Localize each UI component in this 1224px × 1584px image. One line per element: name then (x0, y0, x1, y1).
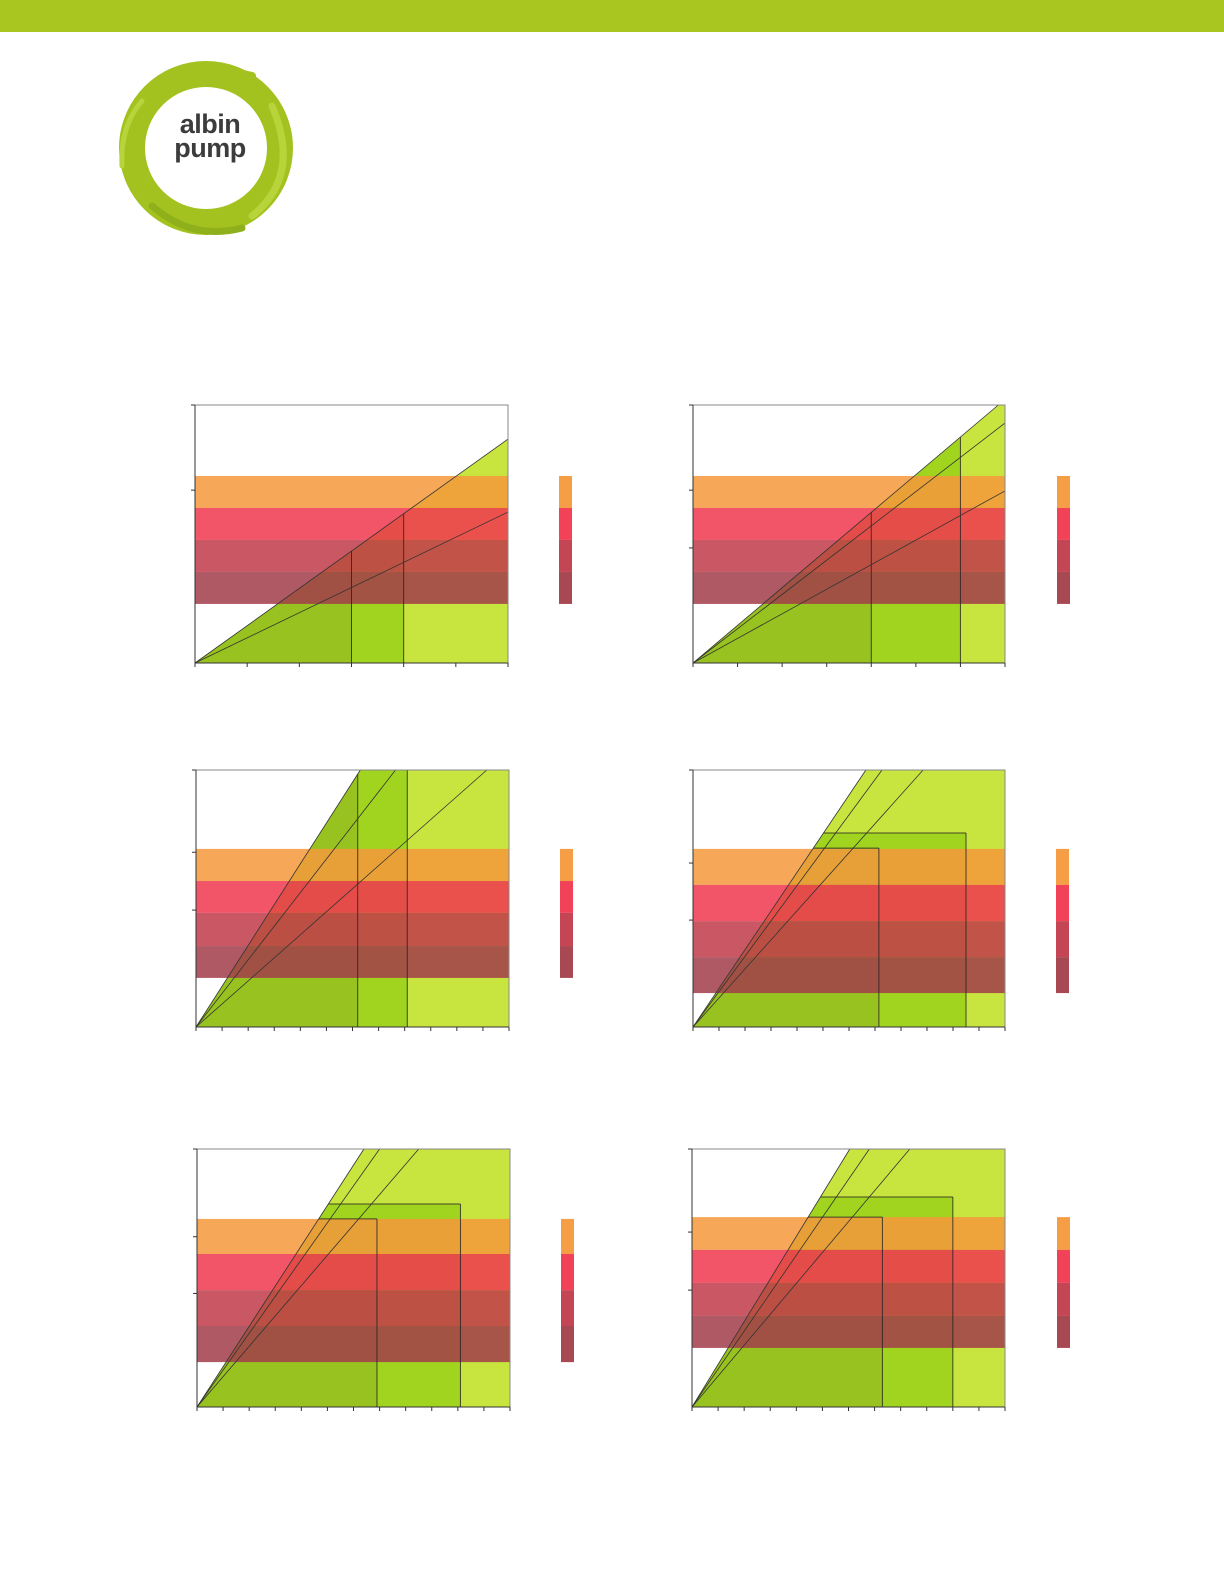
series-line-1 (195, 769, 361, 1028)
chart-5 (193, 1148, 574, 1411)
legend-swatch-2 (1056, 884, 1069, 922)
series-line-2 (692, 422, 1006, 664)
series-line-3 (195, 769, 488, 1028)
series-line-1 (692, 769, 867, 1028)
legend-swatch-2 (559, 507, 572, 540)
legend-swatch-4 (561, 1325, 574, 1363)
band-4 (197, 1325, 510, 1363)
legend-swatch-1 (559, 475, 572, 508)
legend-swatch-2 (560, 881, 573, 913)
legend-swatch-4 (1057, 1315, 1070, 1348)
legend-swatch-1 (561, 1218, 574, 1255)
series-line-2 (196, 1148, 380, 1408)
series-line-1 (692, 404, 999, 664)
legend-swatch-3 (561, 1290, 574, 1326)
legend-swatch-3 (560, 912, 573, 947)
band-2 (195, 507, 508, 540)
band-1 (196, 848, 509, 882)
band-3 (692, 1282, 1005, 1316)
band-4 (196, 946, 509, 978)
chart-3 (192, 769, 573, 1031)
legend-swatch-1 (1057, 475, 1070, 508)
band-3 (197, 1290, 510, 1326)
legend-swatch-4 (1057, 571, 1070, 604)
series-line-1 (196, 1148, 365, 1408)
series-line-3 (692, 490, 1006, 664)
chart-6 (688, 1148, 1070, 1411)
series-line-3 (692, 769, 924, 1028)
series-line-3 (196, 1148, 420, 1408)
chart-4 (689, 769, 1069, 1031)
series-line-2 (194, 511, 509, 664)
legend-swatch-4 (559, 571, 572, 604)
band-3 (196, 912, 509, 947)
legend-swatch-3 (1057, 539, 1070, 572)
header-bar (0, 0, 1224, 32)
legend-swatch-1 (560, 848, 573, 882)
legend-swatch-4 (1056, 957, 1069, 994)
legend-swatch-2 (1057, 1249, 1070, 1283)
series-line-3 (691, 1148, 911, 1408)
band-2 (693, 884, 1005, 922)
band-1 (197, 1218, 510, 1255)
legend-swatch-2 (561, 1254, 574, 1291)
band-1 (693, 475, 1005, 508)
band-2 (693, 507, 1005, 540)
band-2 (197, 1254, 510, 1291)
legend-swatch-1 (1057, 1217, 1070, 1250)
logo-line-1: albin (179, 109, 241, 139)
chart-1 (191, 404, 572, 667)
legend-swatch-1 (1056, 848, 1069, 885)
band-4 (692, 1315, 1005, 1348)
chart-2 (689, 404, 1070, 667)
band-2 (692, 1249, 1005, 1283)
series-line-1 (194, 438, 509, 664)
band-1 (693, 848, 1005, 885)
band-3 (693, 539, 1005, 572)
band-1 (195, 475, 508, 508)
legend-swatch-4 (560, 946, 573, 978)
series-line-1 (691, 1148, 851, 1408)
series-line-2 (195, 769, 396, 1028)
legend-swatch-3 (559, 539, 572, 572)
albin-pump-logo: albin pump (112, 56, 302, 240)
logo-swirl-icon (119, 61, 293, 236)
logo-line-2: pump (174, 133, 246, 163)
legend-swatch-3 (1056, 921, 1069, 958)
legend-swatch-3 (1057, 1282, 1070, 1316)
legend-swatch-2 (1057, 507, 1070, 540)
series-line-2 (691, 1148, 870, 1408)
band-2 (196, 881, 509, 913)
series-line-2 (692, 769, 883, 1028)
band-3 (693, 921, 1005, 958)
logo-wordmark: albin pump (170, 109, 250, 163)
band-4 (693, 957, 1005, 994)
